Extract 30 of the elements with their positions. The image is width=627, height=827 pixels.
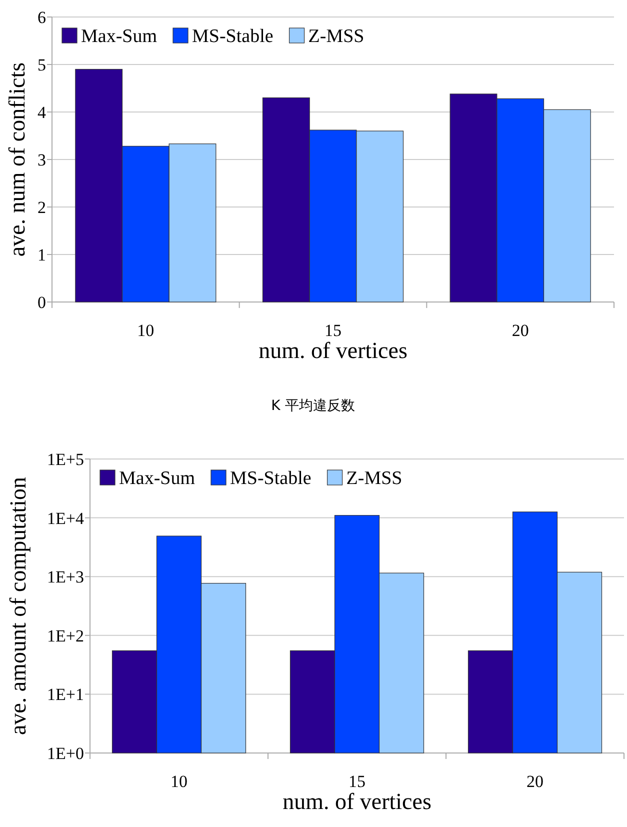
x-tick-label: 15 [324,321,342,340]
x-axis-title: num. of vertices [282,789,432,814]
legend-label: Max-Sum [119,468,196,489]
legend-label: Z-MSS [308,26,364,47]
y-tick-label: 4 [38,103,46,122]
x-tick-label: 20 [526,772,544,791]
x-axis-title: num. of vertices [258,338,408,363]
legend-label: Max-Sum [81,26,158,47]
y-tick-label: 1 [38,246,46,264]
y-tick-label: 2 [38,198,46,217]
legend-label: MS-Stable [230,468,312,489]
y-axis-title: ave. amount of computation [5,476,30,736]
y-tick-label: 0 [38,293,46,312]
text: K 平均違反数 [271,398,355,414]
legend-label: Z-MSS [346,468,402,489]
y-tick-label: 3 [38,150,46,170]
y-tick-label: 1E+4 [47,508,84,528]
legend-label: MS-Stable [192,26,274,47]
y-tick-label: 1E+0 [47,744,84,763]
y-tick-label: 5 [38,56,46,74]
y-axis-title: ave. num of conflicts [4,62,30,257]
y-tick-label: 6 [38,8,46,27]
x-tick-label: 10 [137,321,154,340]
y-tick-label: 1E+2 [47,626,84,646]
x-tick-label: 15 [348,772,366,791]
y-tick-label: 1E+1 [47,685,84,704]
y-tick-label: 1E+5 [47,450,84,469]
y-tick-label: 1E+3 [47,568,84,587]
x-tick-label: 20 [512,321,529,340]
x-tick-label: 10 [170,772,188,791]
